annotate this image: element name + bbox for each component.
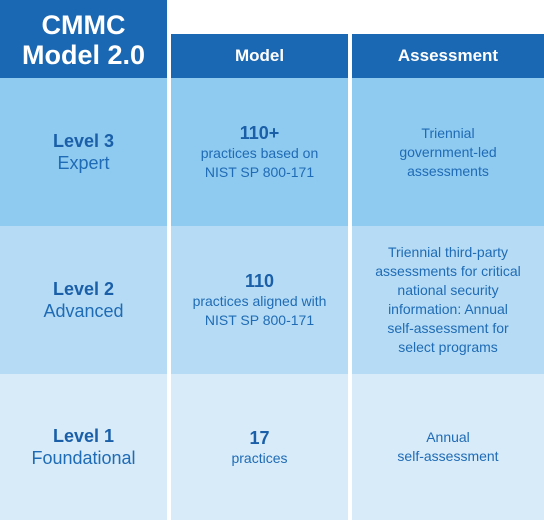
title-line-2: Model 2.0 <box>21 40 146 70</box>
level-1-assessment-cell: Annual self-assessment <box>352 374 544 520</box>
level-3-practice-count: 110+ <box>239 123 280 143</box>
level-1-cell: Level 1 Foundational <box>0 374 167 520</box>
level-1-practice-count: 17 <box>249 427 270 448</box>
column-header-model: Model <box>171 34 348 78</box>
level-2-practice-count: 110 <box>244 271 275 291</box>
level-1-label: Level 1 <box>52 426 115 446</box>
level-3-cell: Level 3 Expert <box>0 78 167 226</box>
level-2-model-cell: 110 practices aligned with NIST SP 800-1… <box>171 226 348 374</box>
level-3-practice-desc-1: practices based on <box>200 145 319 161</box>
level-1-model-cell: 17 practices <box>171 374 348 520</box>
level-2-assessment-line: assessments for critical <box>375 263 521 279</box>
level-2-assessment-line: self-assessment for <box>387 320 509 336</box>
level-3-assessment-cell: Triennial government-led assessments <box>352 78 544 226</box>
level-3-model-cell: 110+ practices based on NIST SP 800-171 <box>171 78 348 226</box>
level-2-label: Level 2 <box>52 279 115 299</box>
level-2-assessment-cell: Triennial third-party assessments for cr… <box>352 226 544 374</box>
level-2-assessment-line: Triennial third-party <box>387 244 509 260</box>
level-1-assessment-line: Annual <box>426 429 470 445</box>
level-3-name: Expert <box>57 153 110 173</box>
level-2-name: Advanced <box>43 301 124 321</box>
column-header-assessment: Assessment <box>352 34 544 78</box>
level-2-practice-desc-2: NIST SP 800-171 <box>204 312 315 328</box>
column-divider <box>348 34 352 520</box>
level-2-assessment-line: select programs <box>398 339 498 355</box>
level-3-practice-desc-2: NIST SP 800-171 <box>204 164 315 180</box>
column-divider <box>167 0 171 520</box>
level-3-assessment-line: assessments <box>407 162 489 179</box>
level-3-assessment-line: government-led <box>399 143 497 160</box>
column-header-assessment-label: Assessment <box>397 46 499 65</box>
level-2-assessment-line: information: Annual <box>388 301 508 317</box>
column-header-model-label: Model <box>234 46 285 65</box>
level-2-cell: Level 2 Advanced <box>0 226 167 374</box>
title-line-1: CMMC <box>41 10 126 40</box>
level-2-practice-desc-1: practices aligned with <box>192 293 327 309</box>
level-3-label: Level 3 <box>52 131 115 151</box>
level-1-name: Foundational <box>31 448 136 468</box>
level-1-assessment-line: self-assessment <box>397 448 499 464</box>
level-3-assessment-line: Triennial <box>421 124 475 141</box>
level-2-assessment-line: national security <box>397 282 499 298</box>
table-title: CMMC Model 2.0 <box>0 0 167 78</box>
level-1-practice-desc-1: practices <box>231 449 288 466</box>
